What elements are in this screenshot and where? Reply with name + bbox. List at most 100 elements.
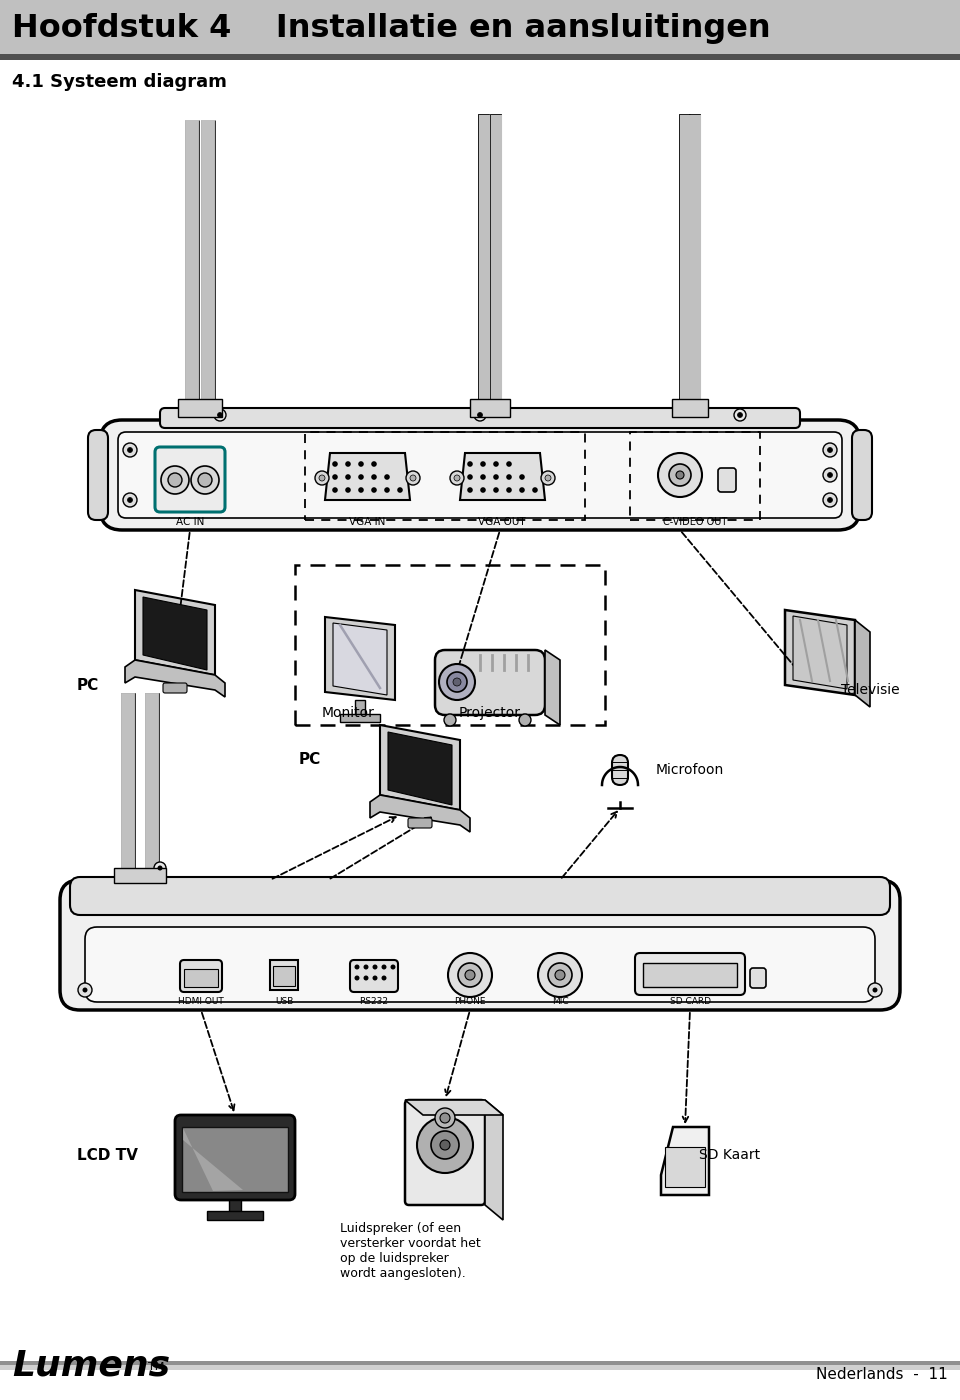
Circle shape (541, 470, 555, 484)
Circle shape (128, 497, 132, 503)
Circle shape (519, 714, 531, 727)
Circle shape (168, 473, 182, 487)
Circle shape (453, 678, 461, 686)
Circle shape (447, 672, 467, 692)
Circle shape (519, 487, 525, 493)
Circle shape (332, 461, 338, 466)
Circle shape (493, 487, 499, 493)
Circle shape (532, 487, 538, 493)
Circle shape (346, 475, 350, 480)
Polygon shape (333, 623, 387, 694)
Circle shape (477, 413, 483, 417)
Circle shape (384, 487, 390, 493)
Circle shape (493, 461, 499, 466)
FancyBboxPatch shape (70, 876, 890, 916)
Circle shape (397, 487, 403, 493)
Circle shape (435, 1107, 455, 1128)
Circle shape (448, 953, 492, 997)
Circle shape (669, 463, 691, 486)
Circle shape (828, 473, 832, 477)
Circle shape (372, 976, 377, 980)
Text: Monitor: Monitor (322, 706, 374, 720)
Polygon shape (388, 732, 452, 805)
Circle shape (381, 976, 387, 980)
Bar (672, 399, 708, 417)
Text: SD Kaart: SD Kaart (700, 1148, 760, 1162)
Circle shape (78, 983, 92, 997)
Circle shape (737, 413, 742, 417)
Circle shape (444, 714, 456, 727)
Circle shape (381, 965, 387, 969)
Circle shape (545, 475, 551, 482)
Circle shape (198, 473, 212, 487)
Text: PC: PC (77, 678, 99, 693)
Circle shape (157, 865, 162, 871)
Circle shape (506, 487, 512, 493)
Circle shape (823, 442, 837, 456)
Text: VGA OUT: VGA OUT (478, 517, 526, 526)
Polygon shape (460, 454, 545, 500)
Polygon shape (183, 1128, 243, 1191)
Text: AC IN: AC IN (176, 517, 204, 526)
Circle shape (214, 409, 226, 421)
FancyBboxPatch shape (88, 430, 108, 519)
FancyBboxPatch shape (184, 969, 218, 987)
FancyBboxPatch shape (350, 960, 398, 993)
Circle shape (332, 487, 338, 493)
Circle shape (431, 1131, 459, 1159)
Circle shape (465, 970, 475, 980)
Circle shape (868, 983, 882, 997)
Circle shape (410, 475, 416, 482)
FancyBboxPatch shape (405, 1100, 485, 1205)
Circle shape (372, 461, 376, 466)
Text: 4.1 Systeem diagram: 4.1 Systeem diagram (12, 73, 227, 91)
Circle shape (458, 963, 482, 987)
Circle shape (372, 965, 377, 969)
Circle shape (354, 965, 359, 969)
Circle shape (823, 468, 837, 482)
Bar (0, 55, 960, 60)
Circle shape (548, 963, 572, 987)
FancyBboxPatch shape (750, 967, 766, 988)
Circle shape (873, 987, 877, 993)
Polygon shape (785, 610, 855, 694)
Circle shape (468, 461, 472, 466)
Text: RS232: RS232 (359, 997, 389, 1005)
Circle shape (346, 487, 350, 493)
Bar (665, 1147, 705, 1187)
Bar (340, 714, 380, 722)
Bar (0, 0, 960, 55)
Circle shape (450, 470, 464, 484)
Text: SD CARD: SD CARD (669, 997, 710, 1005)
Circle shape (372, 487, 376, 493)
Polygon shape (485, 1100, 503, 1219)
Text: VGA IN: VGA IN (348, 517, 385, 526)
Circle shape (315, 470, 329, 484)
Bar (0, 1365, 960, 1371)
Circle shape (440, 1113, 450, 1123)
Circle shape (364, 965, 369, 969)
Text: Microfoon: Microfoon (656, 763, 724, 777)
Text: C-VIDEO OUT: C-VIDEO OUT (662, 517, 727, 526)
Circle shape (354, 976, 359, 980)
Circle shape (480, 487, 486, 493)
Text: USB: USB (275, 997, 293, 1005)
FancyBboxPatch shape (408, 818, 432, 827)
FancyBboxPatch shape (175, 1114, 295, 1200)
Circle shape (319, 475, 325, 482)
Circle shape (823, 493, 837, 507)
Circle shape (828, 497, 832, 503)
Circle shape (191, 466, 219, 494)
Text: Nederlands  -  11: Nederlands - 11 (816, 1366, 948, 1382)
Circle shape (480, 461, 486, 466)
Circle shape (734, 409, 746, 421)
Text: PC: PC (299, 753, 322, 767)
Circle shape (372, 475, 376, 480)
Polygon shape (661, 1127, 709, 1196)
Bar (643, 963, 737, 987)
FancyBboxPatch shape (270, 960, 298, 990)
Circle shape (332, 475, 338, 480)
Text: Projector: Projector (459, 706, 521, 720)
Circle shape (506, 475, 512, 480)
Bar (114, 868, 166, 883)
